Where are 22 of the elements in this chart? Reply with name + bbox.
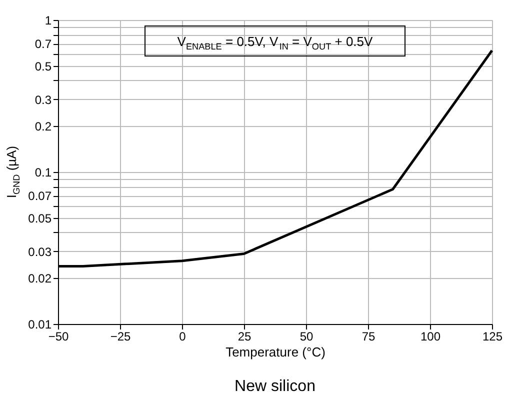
x-tick-label: 75 [362,330,376,344]
y-tick-label: 0.07 [28,189,52,204]
x-tick-label: −50 [48,330,69,344]
y-tick-label: 0.7 [34,37,52,52]
y-tick-label: 0.01 [28,318,52,332]
y-tick-label: 0.3 [34,92,52,107]
y-tick-label: 0.2 [34,120,52,134]
x-tick-label: 125 [482,330,503,344]
x-axis-title: Temperature (°C) [226,344,326,360]
y-tick-label: 0.1 [34,166,52,180]
x-tick-label: 25 [238,330,252,344]
x-tick-label: 50 [300,330,314,344]
y-tick-label: 0.02 [28,272,52,286]
y-tick-label: 1 [44,14,52,28]
x-tick-label: 100 [420,330,441,344]
y-axis-title: IGND (µA) [4,146,22,198]
text: New silicon [234,378,316,395]
x-tick-label: 0 [179,330,186,344]
x-tick-label: −25 [110,330,131,344]
y-tick-label: 0.05 [28,211,52,226]
y-tick-label: 0.03 [28,244,52,259]
y-tick-label: 0.5 [34,59,52,74]
